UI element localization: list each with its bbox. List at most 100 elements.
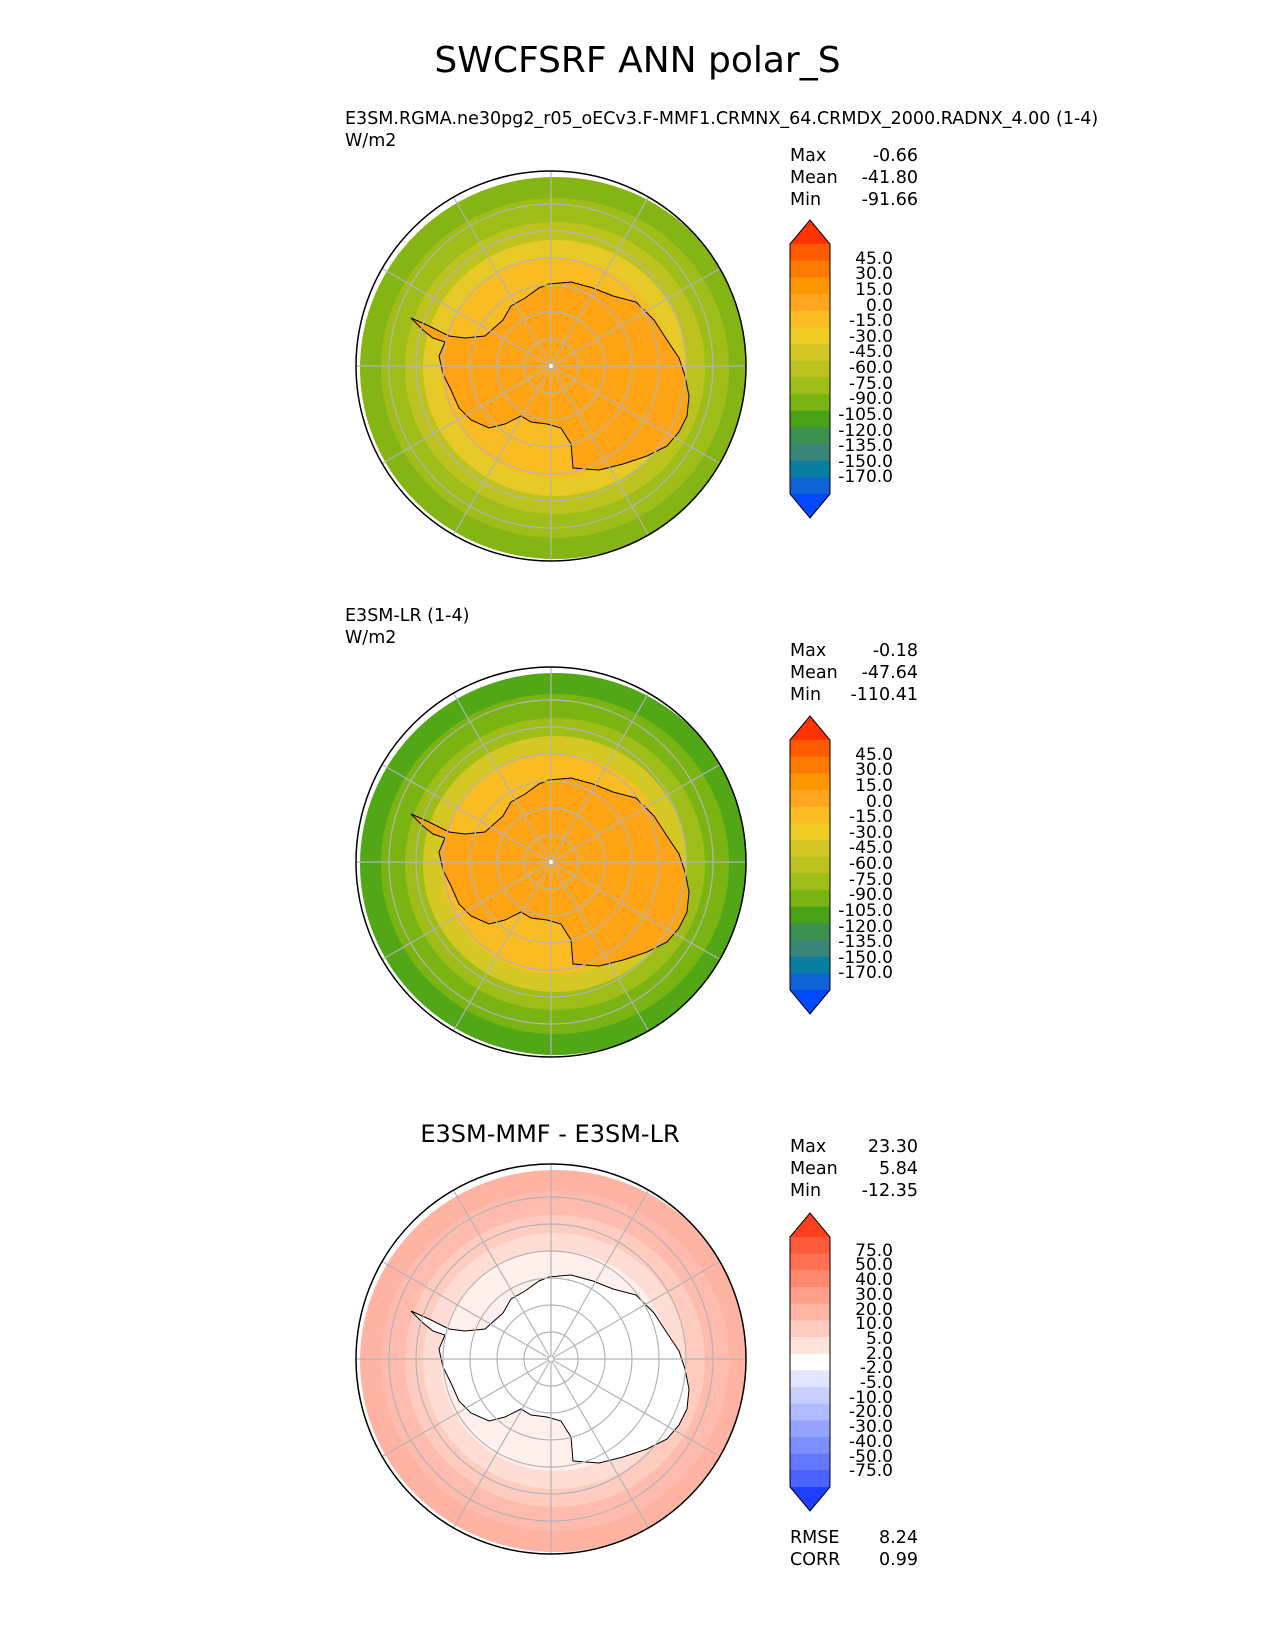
meridian-line [550, 365, 650, 536]
colorbar-extend-max [790, 1213, 830, 1237]
panel-2-stats: Max -0.18 Mean -47.64 Min -110.41 [790, 640, 918, 706]
colorbar-segment [790, 1470, 830, 1488]
colorbar-tick-label: -105.0 [838, 404, 893, 425]
colorbar-tick-label: 75.0 [855, 1240, 893, 1261]
colorbar-segment [790, 1320, 830, 1338]
stat-label: Min [790, 1181, 822, 1201]
colorbar-tick-label: 20.0 [855, 1299, 893, 1320]
map-border [355, 170, 747, 562]
stat-value: -91.66 [861, 190, 918, 210]
panel-2-polar-map [355, 666, 747, 1058]
colorbar-tick-label: -105.0 [838, 900, 893, 921]
colorbar-segment [790, 890, 830, 908]
colorbar-segment [790, 906, 830, 924]
colorbar-extend-max [790, 220, 830, 244]
stat-label: Mean [790, 168, 838, 188]
colorbar-segment [790, 394, 830, 412]
panel-2-units: W/m2 [345, 628, 397, 648]
colorbar-tick-label: 30.0 [855, 264, 893, 285]
panel-2-colorbar [789, 715, 831, 1015]
colorbar-tick-label: -170.0 [838, 963, 893, 984]
colorbar-tick-label: 45.0 [855, 744, 893, 765]
colorbar-segment [790, 244, 830, 262]
colorbar-tick-label: -40.0 [849, 1431, 893, 1452]
meridian-line [452, 1358, 552, 1529]
colorbar-segment [790, 1303, 830, 1321]
metric-value: 8.24 [879, 1528, 918, 1548]
colorbar-tick-label: -60.0 [849, 854, 893, 874]
meridian-line [381, 1358, 552, 1458]
panel-1-stats: Max -0.66 Mean -41.80 Min -91.66 [790, 145, 918, 211]
stat-label: Max [790, 146, 827, 166]
metric-value: 0.99 [879, 1550, 918, 1570]
colorbar-tick-label: -5.0 [859, 1373, 893, 1394]
colorbar-segment [790, 1353, 830, 1371]
colorbar-segment [790, 1403, 830, 1421]
colorbar-outline [789, 715, 831, 1015]
colorbar-tick-label: -75.0 [849, 1461, 893, 1482]
colorbar-segment [790, 460, 830, 478]
colorbar-tick-label: -50.0 [849, 1446, 893, 1467]
colorbar-tick-label: -120.0 [838, 420, 893, 441]
colorbar-tick-label: -170.0 [838, 467, 893, 488]
colorbar-tick-label: -75.0 [849, 869, 893, 890]
metric-label: RMSE [790, 1528, 840, 1548]
meridian-line [452, 692, 552, 863]
meridian-line [452, 861, 552, 1032]
colorbar-segment [790, 806, 830, 824]
panel-3-title: E3SM-MMF - E3SM-LR [420, 1120, 680, 1148]
panel-2-colorbar-labels: 45.0 30.0 15.0 0.0 -15.0 -30.0 -45.0 -60.0 -75.0… [833, 716, 893, 1014]
panel-3-polar-map [355, 1163, 747, 1555]
meridian-line [381, 365, 552, 465]
stat-value: 23.30 [867, 1137, 918, 1157]
panel-1-colorbar-labels: 45.0 30.0 15.0 0.0 -15.0 -30.0 -45.0 -60.0 -75.0… [833, 220, 893, 518]
colorbar-segment [790, 756, 830, 774]
colorbar-tick-label: 15.0 [855, 775, 893, 796]
colorbar-segment [790, 923, 830, 941]
colorbar-tick-label: -120.0 [838, 916, 893, 937]
colorbar-segment [790, 444, 830, 462]
panel-3-colorbar-labels: 75.0 50.0 40.0 30.0 20.0 10.0 5.0 2.0 -2.0 -5.0 -1… [833, 1213, 893, 1511]
colorbar-segment [790, 740, 830, 758]
antarctica-outline [410, 1274, 690, 1464]
meridian-line [550, 1358, 721, 1458]
panel-1-units: W/m2 [345, 131, 397, 151]
colorbar-segment [790, 294, 830, 312]
colorbar-segment [790, 360, 830, 378]
colorbar-tick-label: -30.0 [849, 822, 893, 843]
meridian-line [381, 861, 552, 961]
meridian-line [550, 365, 721, 465]
colorbar-segment [790, 1253, 830, 1271]
stat-value: -0.18 [872, 641, 918, 661]
colorbar-segment [790, 823, 830, 841]
panel-3-colorbar [789, 1212, 831, 1512]
meridian-line [550, 1358, 650, 1529]
colorbar-tick-label: 45.0 [855, 248, 893, 269]
colorbar-extend-min [790, 1487, 830, 1511]
colorbar-tick-label: -20.0 [849, 1402, 893, 1423]
colorbar-segment [790, 1420, 830, 1438]
colorbar-tick-label: -45.0 [849, 838, 893, 859]
colorbar-segment [790, 1453, 830, 1471]
colorbar-segment [790, 956, 830, 974]
stat-value: -47.64 [861, 663, 918, 683]
colorbar-segment [790, 873, 830, 891]
colorbar-segment [790, 1437, 830, 1455]
stat-label: Min [790, 685, 822, 705]
colorbar-tick-label: -30.0 [849, 326, 893, 347]
colorbar-segment [790, 1387, 830, 1405]
meridian-line [381, 267, 552, 367]
stat-label: Max [790, 641, 827, 661]
colorbar-tick-label: -15.0 [849, 311, 893, 332]
colorbar-tick-label: -135.0 [838, 932, 893, 953]
colorbar-segment [790, 1270, 830, 1288]
colorbar-tick-label: -135.0 [838, 436, 893, 457]
panel-2-title: E3SM-LR (1-4) [345, 606, 470, 626]
antarctica-outline [410, 281, 690, 471]
map-border [355, 666, 747, 1058]
meridian-line [550, 267, 721, 367]
meridian-line [452, 1189, 552, 1360]
colorbar-extend-min [790, 494, 830, 518]
colorbar-tick-label: -45.0 [849, 342, 893, 363]
meridian-line [550, 763, 721, 863]
